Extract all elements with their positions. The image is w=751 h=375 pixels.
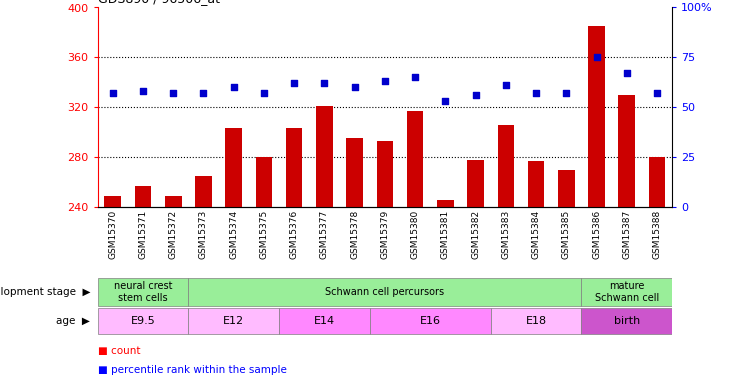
Bar [619, 95, 635, 207]
Text: ■ count: ■ count [98, 346, 140, 356]
Bar [437, 200, 454, 207]
Bar [528, 161, 544, 207]
Point [409, 74, 421, 80]
Point [379, 78, 391, 84]
Bar [225, 129, 242, 207]
Point [137, 88, 149, 94]
Bar [346, 138, 363, 207]
Text: development stage  ▶: development stage ▶ [0, 287, 90, 297]
Bar [189, 278, 581, 306]
Point [318, 80, 330, 86]
Bar [104, 196, 121, 207]
Bar [255, 157, 273, 207]
Point [258, 90, 270, 96]
Text: mature
Schwann cell: mature Schwann cell [595, 281, 659, 303]
Text: ■ percentile rank within the sample: ■ percentile rank within the sample [98, 365, 286, 375]
Point [530, 90, 542, 96]
Point [228, 84, 240, 90]
Bar [581, 308, 672, 334]
Bar [467, 160, 484, 207]
Bar [497, 125, 514, 207]
Bar [98, 278, 189, 306]
Bar [558, 170, 575, 207]
Text: E12: E12 [223, 316, 244, 326]
Bar [581, 278, 672, 306]
Text: E14: E14 [314, 316, 335, 326]
Point [500, 82, 512, 88]
Point [288, 80, 300, 86]
Text: E9.5: E9.5 [131, 316, 155, 326]
Point [348, 84, 360, 90]
Bar [286, 129, 303, 207]
Point [651, 90, 663, 96]
Bar [134, 186, 151, 207]
Bar [98, 308, 189, 334]
Text: GDS890 / 96506_at: GDS890 / 96506_at [98, 0, 219, 5]
Bar [165, 196, 182, 207]
Point [198, 90, 210, 96]
Text: birth: birth [614, 316, 640, 326]
Bar [376, 141, 394, 207]
Bar [279, 308, 369, 334]
Bar [588, 26, 605, 207]
Bar [649, 157, 665, 207]
Bar [189, 308, 279, 334]
Text: neural crest
stem cells: neural crest stem cells [113, 281, 172, 303]
Bar [195, 176, 212, 207]
Text: age  ▶: age ▶ [56, 316, 90, 326]
Text: E16: E16 [420, 316, 441, 326]
Bar [316, 106, 333, 207]
Point [621, 70, 633, 76]
Text: Schwann cell percursors: Schwann cell percursors [325, 287, 445, 297]
Point [560, 90, 572, 96]
Point [469, 92, 481, 98]
Bar [369, 308, 490, 334]
Point [590, 54, 602, 60]
Text: E18: E18 [526, 316, 547, 326]
Bar [407, 111, 424, 207]
Point [167, 90, 179, 96]
Bar [490, 308, 581, 334]
Point [439, 98, 451, 104]
Point [107, 90, 119, 96]
